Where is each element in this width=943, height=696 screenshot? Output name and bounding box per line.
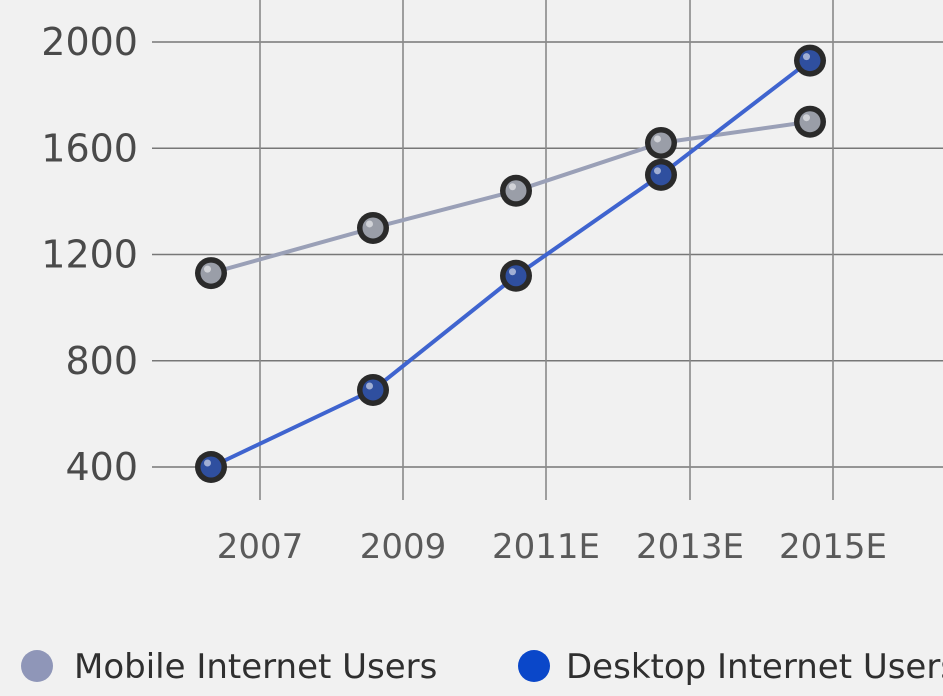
data-point-mobile [195,257,227,290]
y-tick-label: 1600 [41,126,138,170]
y-tick-label: 1200 [41,233,138,277]
legend-marker-mobile [21,650,53,682]
legend-marker-desktop [518,650,550,682]
legend: Mobile Internet Users Desktop Internet U… [21,647,943,687]
data-point-mobile [357,211,389,244]
x-tick-label: 2009 [360,527,447,567]
legend-label-mobile: Mobile Internet Users [74,647,437,687]
series [195,44,826,483]
y-tick-label: 800 [65,339,138,383]
data-point-desktop [357,373,389,406]
data-point-desktop [794,44,826,77]
data-point-mobile [500,174,532,207]
data-point-desktop [500,259,532,292]
data-point-mobile [794,105,826,138]
grid [152,0,943,500]
y-tick-label: 400 [65,445,138,489]
x-tick-label: 2011E [492,527,600,567]
x-tick-label: 2013E [636,527,744,567]
x-tick-label: 2007 [217,527,304,567]
legend-label-desktop: Desktop Internet Users [566,647,943,687]
data-point-mobile [645,126,677,159]
y-axis-ticks: 400 800 1200 1600 2000 [41,20,138,489]
data-point-desktop [195,451,227,483]
x-axis-ticks: 2007 2009 2011E 2013E 2015E [217,527,887,567]
data-point-desktop [645,158,677,191]
y-tick-label: 2000 [41,20,138,64]
x-tick-label: 2015E [779,527,887,567]
